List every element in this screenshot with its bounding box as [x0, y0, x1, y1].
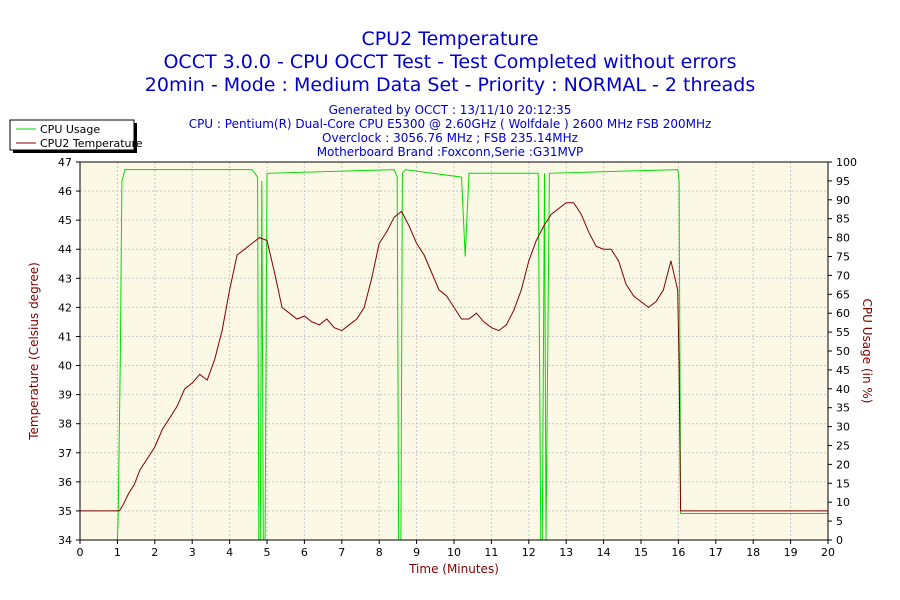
info-motherboard: Motherboard Brand :Foxconn,Serie :G31MVP	[317, 145, 584, 159]
chart-title: CPU2 Temperature	[361, 28, 538, 50]
chart-subtitle-2: 20min - Mode : Medium Data Set - Priorit…	[145, 74, 755, 96]
x-tick-label: 0	[77, 546, 84, 559]
x-tick-label: 6	[301, 546, 308, 559]
legend-label-cpu-usage: CPU Usage	[40, 123, 100, 136]
series-line-cpu2-temperature	[80, 202, 828, 512]
x-tick-label: 8	[376, 546, 383, 559]
y-left-tick-label: 40	[58, 360, 72, 373]
grid	[80, 162, 828, 540]
y-right-tick-label: 70	[836, 269, 850, 282]
y-right-tick-label: 25	[836, 440, 850, 453]
x-tick-label: 12	[522, 546, 536, 559]
ticks: 0 1 2 3 4 5 6 7 8 9 10 11 12 13 14 15 16 17 18 19 2034353637…	[58, 156, 857, 559]
y-right-tick-label: 30	[836, 421, 850, 434]
legend-label-cpu2-temperature: CPU2 Temperature	[40, 137, 143, 150]
x-tick-label: 17	[709, 546, 723, 559]
y-left-tick-label: 36	[58, 476, 72, 489]
y-axis-label-left: Temperature (Celsius degree)	[27, 262, 41, 441]
x-tick-label: 5	[264, 546, 271, 559]
y-right-tick-label: 0	[836, 534, 843, 547]
y-right-tick-label: 55	[836, 326, 850, 339]
legend-box	[9, 119, 135, 151]
y-right-tick-label: 20	[836, 458, 850, 471]
legend: CPU Usage CPU2 Temperature	[9, 119, 143, 153]
y-left-tick-label: 35	[58, 505, 72, 518]
y-right-tick-label: 65	[836, 288, 850, 301]
y-left-tick-label: 34	[58, 534, 72, 547]
x-tick-label: 9	[413, 546, 420, 559]
y-left-tick-label: 37	[58, 447, 72, 460]
y-left-tick-label: 39	[58, 389, 72, 402]
x-tick-label: 13	[559, 546, 573, 559]
y-left-tick-label: 43	[58, 272, 72, 285]
y-left-tick-label: 45	[58, 214, 72, 227]
x-tick-label: 18	[746, 546, 760, 559]
y-left-tick-label: 42	[58, 301, 72, 314]
y-axis-label-right: CPU Usage (in %)	[860, 299, 874, 404]
info-overclock: Overclock : 3056.76 MHz ; FSB 235.14MHz	[322, 131, 578, 145]
x-tick-label: 16	[671, 546, 685, 559]
y-right-tick-label: 5	[836, 515, 843, 528]
x-tick-label: 10	[447, 546, 461, 559]
y-right-tick-label: 85	[836, 213, 850, 226]
x-axis-label: Time (Minutes)	[408, 562, 499, 576]
y-left-tick-label: 41	[58, 330, 72, 343]
y-left-tick-label: 44	[58, 243, 72, 256]
y-right-tick-label: 15	[836, 477, 850, 490]
y-right-tick-label: 50	[836, 345, 850, 358]
info-generated: Generated by OCCT : 13/11/10 20:12:35	[329, 103, 572, 117]
y-right-tick-label: 80	[836, 232, 850, 245]
x-tick-label: 3	[189, 546, 196, 559]
x-tick-label: 20	[821, 546, 835, 559]
x-tick-label: 19	[784, 546, 798, 559]
y-right-tick-label: 100	[836, 156, 857, 169]
y-left-tick-label: 46	[58, 185, 72, 198]
y-right-tick-label: 45	[836, 364, 850, 377]
y-right-tick-label: 90	[836, 194, 850, 207]
x-tick-label: 15	[634, 546, 648, 559]
x-tick-label: 11	[484, 546, 498, 559]
y-left-tick-label: 38	[58, 418, 72, 431]
x-tick-label: 2	[151, 546, 158, 559]
info-cpu: CPU : Pentium(R) Dual-Core CPU E5300 @ 2…	[189, 117, 712, 131]
x-tick-label: 7	[338, 546, 345, 559]
x-tick-label: 1	[114, 546, 121, 559]
y-right-tick-label: 35	[836, 402, 850, 415]
y-right-tick-label: 10	[836, 496, 850, 509]
y-right-tick-label: 60	[836, 307, 850, 320]
y-right-tick-label: 75	[836, 251, 850, 264]
y-right-tick-label: 40	[836, 383, 850, 396]
x-tick-label: 14	[597, 546, 611, 559]
y-right-tick-label: 95	[836, 175, 850, 188]
chart-subtitle-1: OCCT 3.0.0 - CPU OCCT Test - Test Comple…	[163, 51, 736, 73]
x-tick-label: 4	[226, 546, 233, 559]
y-left-tick-label: 47	[58, 156, 72, 169]
